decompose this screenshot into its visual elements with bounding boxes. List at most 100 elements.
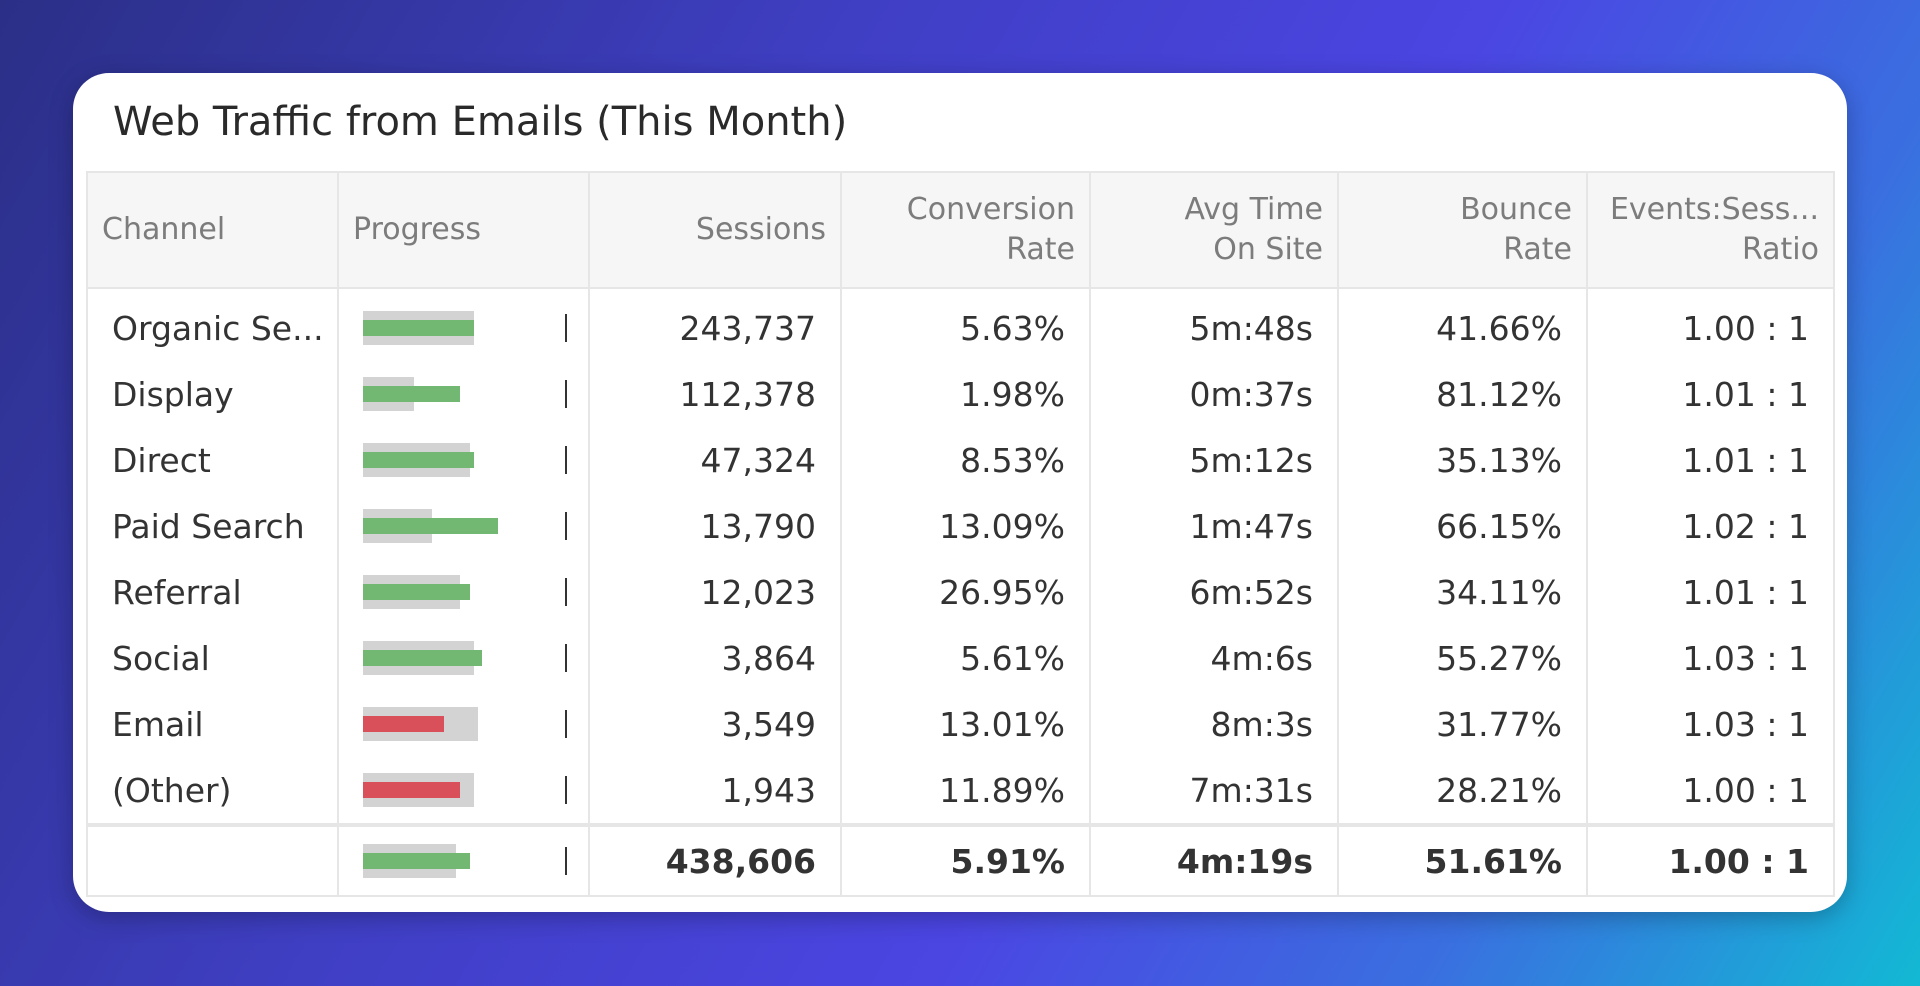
channel-cell: Organic Se... (86, 288, 339, 361)
ratio-cell: 1.01 : 1 (1586, 361, 1835, 427)
progress-bar (363, 770, 567, 810)
table-row: Paid Search 13,790 13.09% 1m:47s 66.15% 1.02 … (86, 493, 1835, 559)
channel-name: Email (112, 704, 204, 744)
sessions-cell: 243,737 (588, 288, 842, 361)
goal-marker (565, 446, 567, 474)
goal-marker (565, 512, 567, 540)
ratio-cell: 1.01 : 1 (1586, 427, 1835, 493)
value-bar (363, 650, 483, 666)
widget-title: Web Traffic from Emails (This Month) (113, 99, 848, 145)
avg-time-cell: 1m:47s (1089, 493, 1339, 559)
progress-cell (337, 625, 590, 691)
column-header: Events:Sess... Ratio (1586, 171, 1835, 289)
table-row: Social 3,864 5.61% 4m:6s 55.27% 1.03 : 1 (86, 625, 1835, 691)
ratio-cell: 1.02 : 1 (1586, 493, 1835, 559)
header-line: Events:Sess... (1609, 192, 1819, 227)
column-header: Avg Time On Site (1089, 171, 1339, 289)
channel-cell (86, 823, 339, 897)
widget-card: Web Traffic from Emails (This Month) Cha… (73, 73, 1847, 912)
goal-marker (565, 710, 567, 738)
table-row: 438,606 5.91% 4m:19s 51.61% 1.00 : 1 (86, 823, 1835, 897)
header-line: Progress (353, 212, 482, 247)
progress-bar (363, 374, 567, 414)
sessions-cell: 3,549 (588, 691, 842, 757)
channel-cell: Referral (86, 559, 339, 625)
avg-time-cell: 5m:48s (1089, 288, 1339, 361)
progress-bar (363, 440, 567, 480)
sessions-cell: 13,790 (588, 493, 842, 559)
value-bar (363, 386, 460, 402)
channel-name: Paid Search (112, 506, 305, 546)
avg-time-cell: 0m:37s (1089, 361, 1339, 427)
progress-cell (337, 823, 590, 897)
progress-bar (363, 506, 567, 546)
value-bar (363, 853, 471, 869)
avg-time-cell: 6m:52s (1089, 559, 1339, 625)
bounce-rate-cell: 66.15% (1337, 493, 1588, 559)
progress-cell (337, 691, 590, 757)
header-line: Bounce (1460, 192, 1572, 227)
goal-marker (565, 314, 567, 342)
column-header: Progress (337, 171, 590, 289)
header-line: Avg Time (1184, 192, 1323, 227)
table-row: (Other) 1,943 11.89% 7m:31s 28.21% 1.00 : 1 (86, 757, 1835, 825)
traffic-table: Channel Progress Sessions Conversion Rate Avg… (86, 171, 1835, 897)
sessions-cell: 47,324 (588, 427, 842, 493)
avg-time-cell: 7m:31s (1089, 757, 1339, 825)
avg-time-cell: 4m:19s (1089, 823, 1339, 897)
header-line: Sessions (695, 212, 826, 247)
column-header: Channel (86, 171, 339, 289)
progress-bar (363, 638, 567, 678)
table-row: Referral 12,023 26.95% 6m:52s 34.11% 1.01 : 1 (86, 559, 1835, 625)
channel-cell: Display (86, 361, 339, 427)
ratio-cell: 1.01 : 1 (1586, 559, 1835, 625)
table-row: Display 112,378 1.98% 0m:37s 81.12% 1.01 : 1 (86, 361, 1835, 427)
sessions-cell: 438,606 (588, 823, 842, 897)
avg-time-cell: 5m:12s (1089, 427, 1339, 493)
conversion-rate-cell: 13.01% (840, 691, 1091, 757)
channel-name: Referral (112, 572, 242, 612)
channel-cell: (Other) (86, 757, 339, 825)
progress-cell (337, 361, 590, 427)
sessions-cell: 112,378 (588, 361, 842, 427)
progress-cell (337, 427, 590, 493)
bounce-rate-cell: 31.77% (1337, 691, 1588, 757)
bounce-rate-cell: 35.13% (1337, 427, 1588, 493)
bounce-rate-cell: 28.21% (1337, 757, 1588, 825)
channel-name: Social (112, 638, 210, 678)
value-bar (363, 320, 475, 336)
channel-cell: Email (86, 691, 339, 757)
bounce-rate-cell: 34.11% (1337, 559, 1588, 625)
channel-cell: Social (86, 625, 339, 691)
column-header: Bounce Rate (1337, 171, 1588, 289)
column-header: Sessions (588, 171, 842, 289)
value-bar (363, 584, 471, 600)
progress-cell (337, 757, 590, 825)
header-line: Rate (1006, 232, 1075, 267)
bounce-rate-cell: 51.61% (1337, 823, 1588, 897)
conversion-rate-cell: 1.98% (840, 361, 1091, 427)
goal-marker (565, 380, 567, 408)
conversion-rate-cell: 13.09% (840, 493, 1091, 559)
sessions-cell: 1,943 (588, 757, 842, 825)
goal-marker (565, 776, 567, 804)
column-header: Conversion Rate (840, 171, 1091, 289)
header-line: Ratio (1741, 232, 1819, 267)
avg-time-cell: 8m:3s (1089, 691, 1339, 757)
header-line: Rate (1503, 232, 1572, 267)
table-row: Email 3,549 13.01% 8m:3s 31.77% 1.03 : 1 (86, 691, 1835, 757)
value-bar (363, 518, 499, 534)
conversion-rate-cell: 5.63% (840, 288, 1091, 361)
progress-bar (363, 572, 567, 612)
conversion-rate-cell: 26.95% (840, 559, 1091, 625)
progress-bar (363, 841, 567, 881)
bounce-rate-cell: 55.27% (1337, 625, 1588, 691)
progress-cell (337, 493, 590, 559)
ratio-cell: 1.00 : 1 (1586, 288, 1835, 361)
progress-bar (363, 704, 567, 744)
ratio-cell: 1.03 : 1 (1586, 691, 1835, 757)
goal-marker (565, 847, 567, 875)
channel-name: Organic Se... (112, 308, 324, 348)
value-bar (363, 716, 444, 732)
bounce-rate-cell: 41.66% (1337, 288, 1588, 361)
